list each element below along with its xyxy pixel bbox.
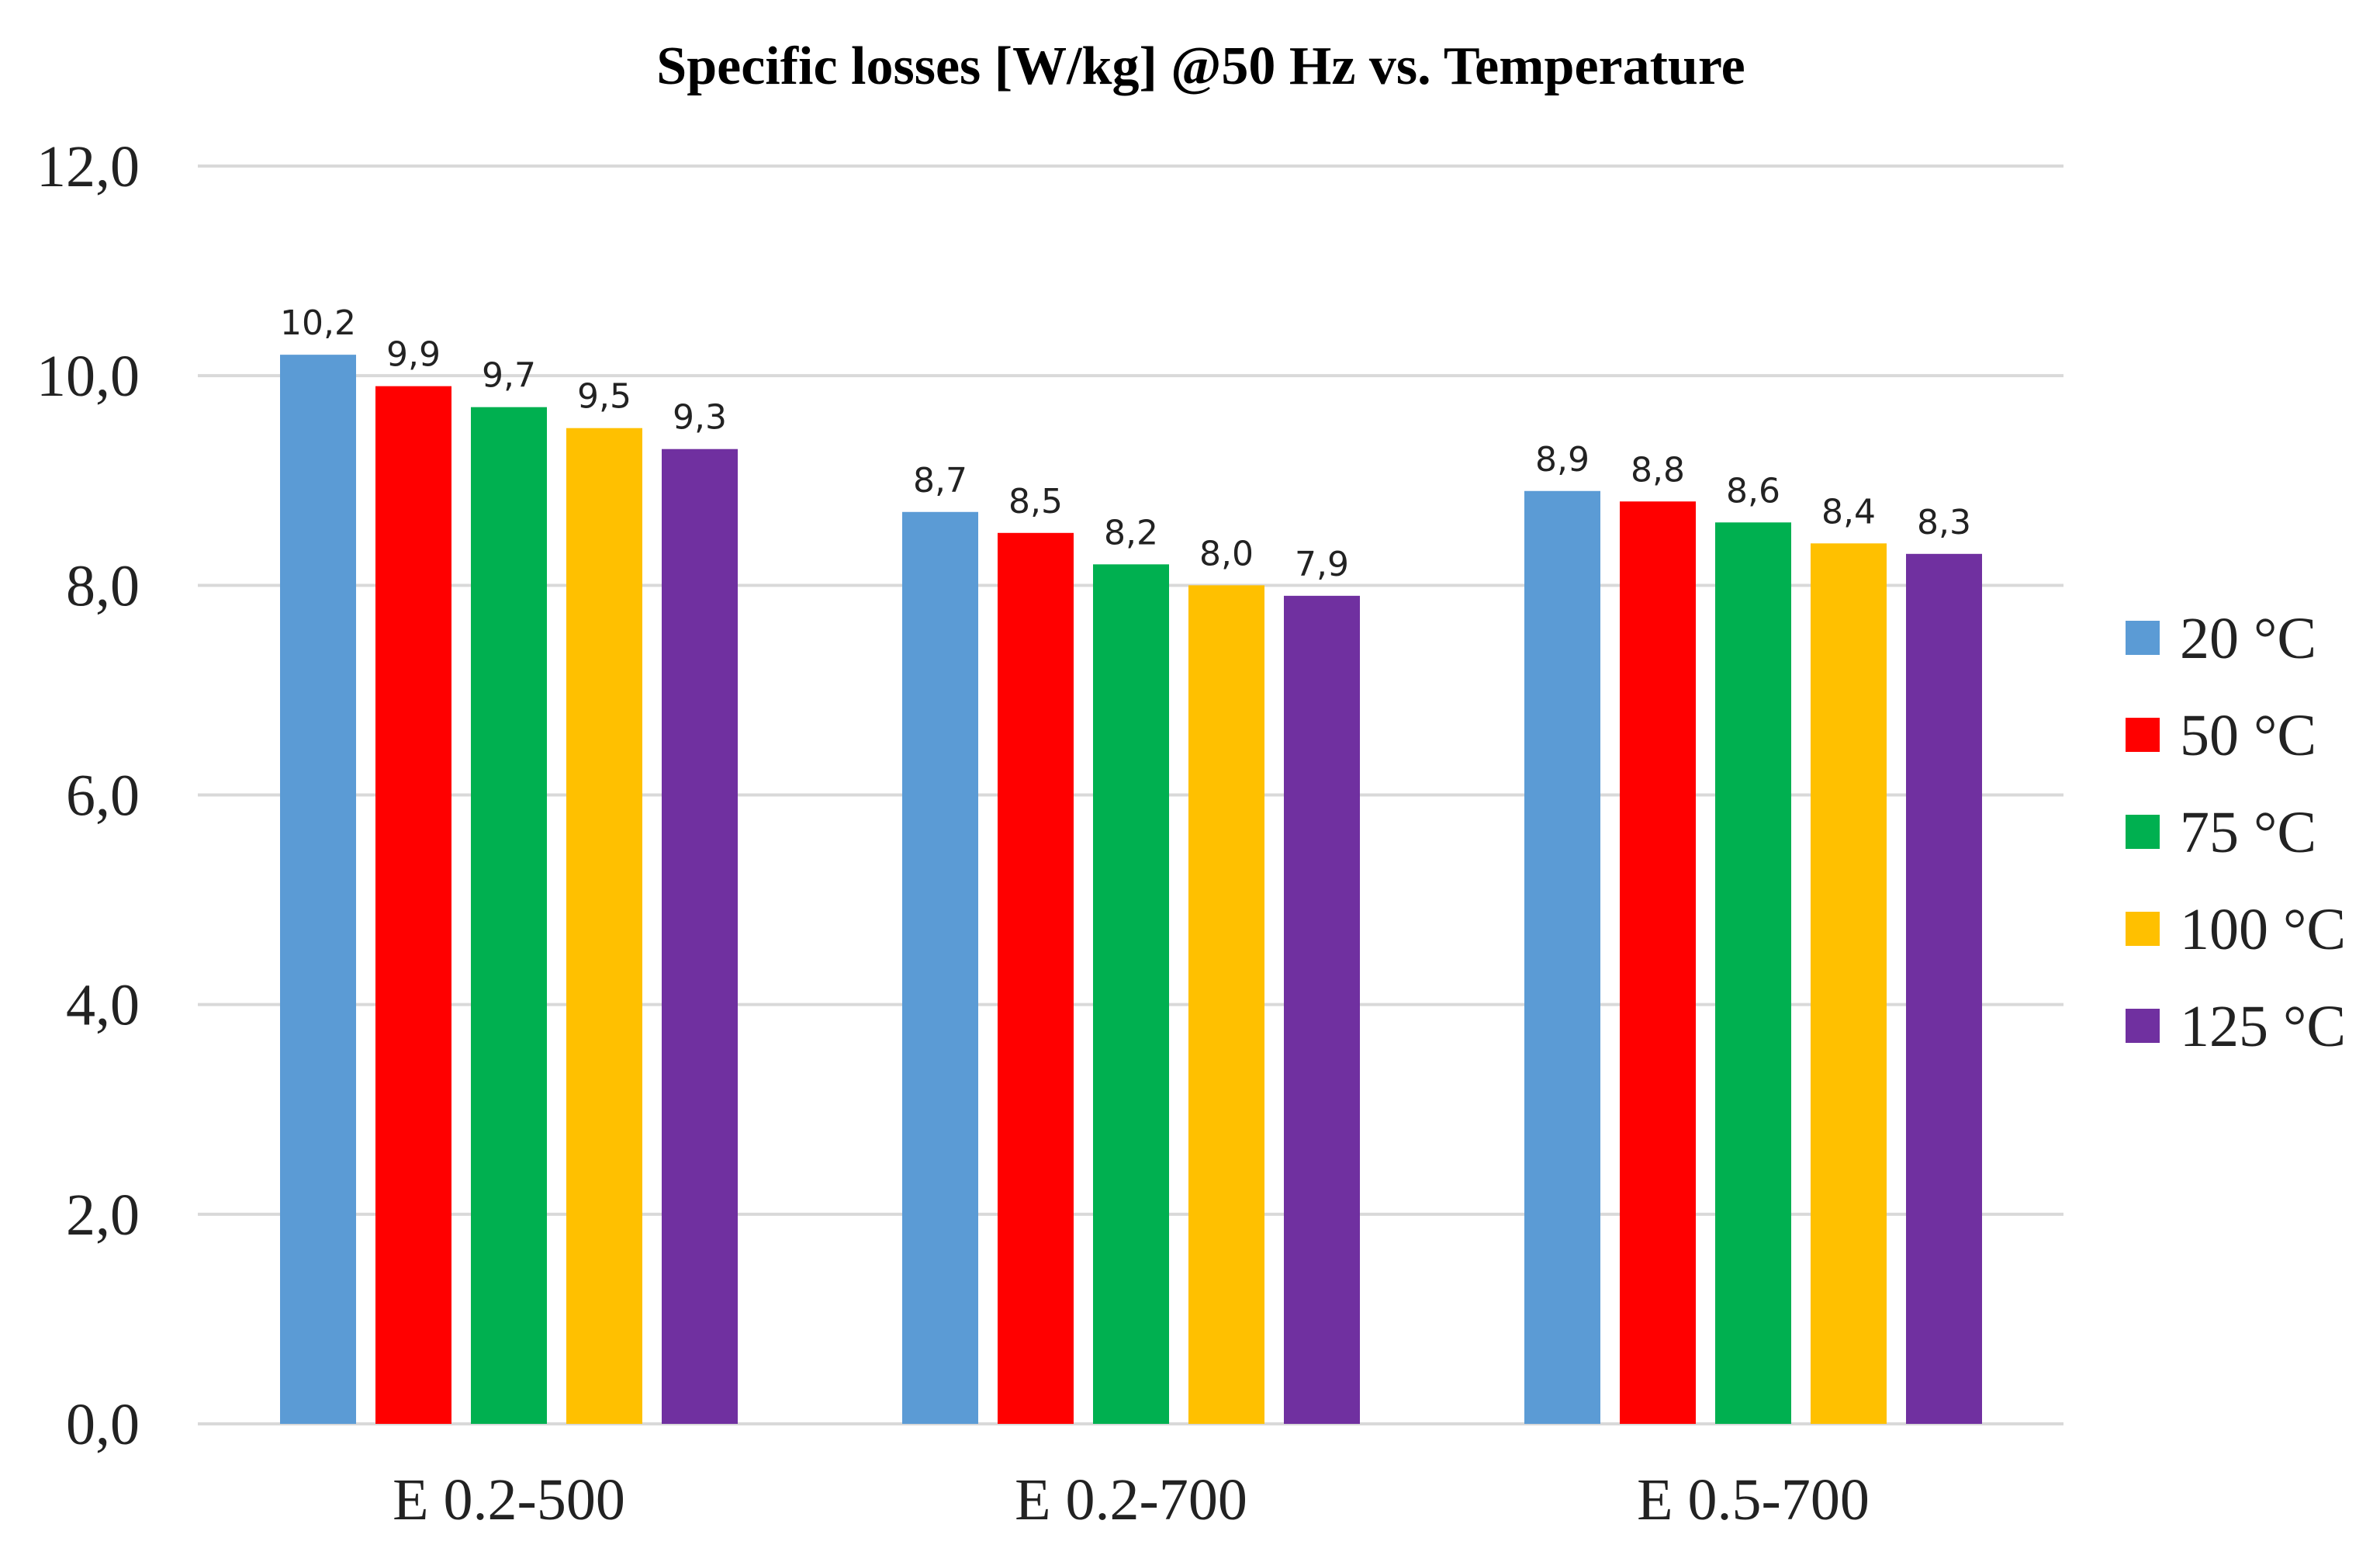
legend-item: 20 °C xyxy=(2126,606,2316,671)
legend-label: 20 °C xyxy=(2180,606,2316,671)
legend-swatch xyxy=(2126,815,2160,849)
data-label: 8,4 xyxy=(1821,492,1876,532)
data-label: 10,2 xyxy=(280,303,356,343)
legend-item: 125 °C xyxy=(2126,994,2346,1059)
bar xyxy=(998,532,1074,1424)
legend-label: 50 °C xyxy=(2180,703,2316,768)
legend-swatch xyxy=(2126,621,2160,655)
data-label: 8,7 xyxy=(913,461,967,500)
bar xyxy=(1811,543,1887,1424)
legend-swatch xyxy=(2126,718,2160,752)
data-label: 8,3 xyxy=(1917,503,1971,542)
data-label: 8,9 xyxy=(1535,440,1590,480)
legend-swatch xyxy=(2126,912,2160,946)
bar xyxy=(1906,553,1982,1424)
bar xyxy=(1093,564,1169,1424)
bar xyxy=(375,386,451,1424)
bar xyxy=(566,428,642,1425)
data-label: 8,0 xyxy=(1199,534,1254,573)
legend-label: 75 °C xyxy=(2180,800,2316,865)
y-tick-label: 0,0 xyxy=(66,1392,140,1457)
bar xyxy=(1524,490,1600,1425)
legend-item: 50 °C xyxy=(2126,703,2316,768)
x-tick-label: E 0.2-500 xyxy=(393,1467,625,1532)
y-tick-label: 2,0 xyxy=(66,1183,140,1248)
bar xyxy=(1284,595,1360,1424)
y-tick-label: 4,0 xyxy=(66,973,140,1038)
legend-label: 100 °C xyxy=(2180,897,2346,962)
data-label: 7,9 xyxy=(1295,545,1349,584)
legend-label: 125 °C xyxy=(2180,994,2346,1059)
y-tick-label: 12,0 xyxy=(36,134,140,199)
data-label: 8,6 xyxy=(1726,471,1780,511)
data-label: 9,3 xyxy=(673,398,727,438)
legend-item: 100 °C xyxy=(2126,897,2346,962)
y-tick-label: 6,0 xyxy=(66,764,140,829)
bar xyxy=(280,355,356,1424)
bar xyxy=(1188,585,1264,1425)
y-tick-label: 10,0 xyxy=(36,344,140,409)
bar xyxy=(1715,522,1791,1424)
data-label: 8,8 xyxy=(1631,450,1685,490)
bar xyxy=(1620,501,1696,1425)
legend-swatch xyxy=(2126,1009,2160,1043)
bar xyxy=(902,511,978,1424)
bar xyxy=(662,448,738,1424)
x-tick-label: E 0.5-700 xyxy=(1637,1467,1870,1532)
x-tick-label: E 0.2-700 xyxy=(1015,1467,1247,1532)
y-tick-label: 8,0 xyxy=(66,553,140,618)
data-label: 9,5 xyxy=(577,377,631,417)
data-label: 8,5 xyxy=(1008,482,1063,521)
data-labels: 10,2 8,7 8,9 9,9 8,5 8,8 9,7 8,2 8,6 9,5 8,0 8,4 9,3… xyxy=(280,303,1971,584)
bar xyxy=(471,407,547,1424)
chart-title: Specific losses [W/kg] @50 Hz vs. Temper… xyxy=(656,36,1745,96)
y-axis: 0,0 2,0 4,0 6,0 8,0 10,0 12,0 xyxy=(36,134,140,1457)
data-label: 9,9 xyxy=(386,335,441,375)
legend-item: 75 °C xyxy=(2126,800,2316,865)
x-axis: E 0.2-500 E 0.2-700 E 0.5-700 xyxy=(393,1467,1870,1532)
legend: 20 °C 50 °C 75 °C 100 °C 125 °C xyxy=(2126,606,2346,1059)
data-label: 8,2 xyxy=(1104,513,1158,552)
bars xyxy=(280,355,1982,1425)
data-label: 9,7 xyxy=(482,356,536,396)
